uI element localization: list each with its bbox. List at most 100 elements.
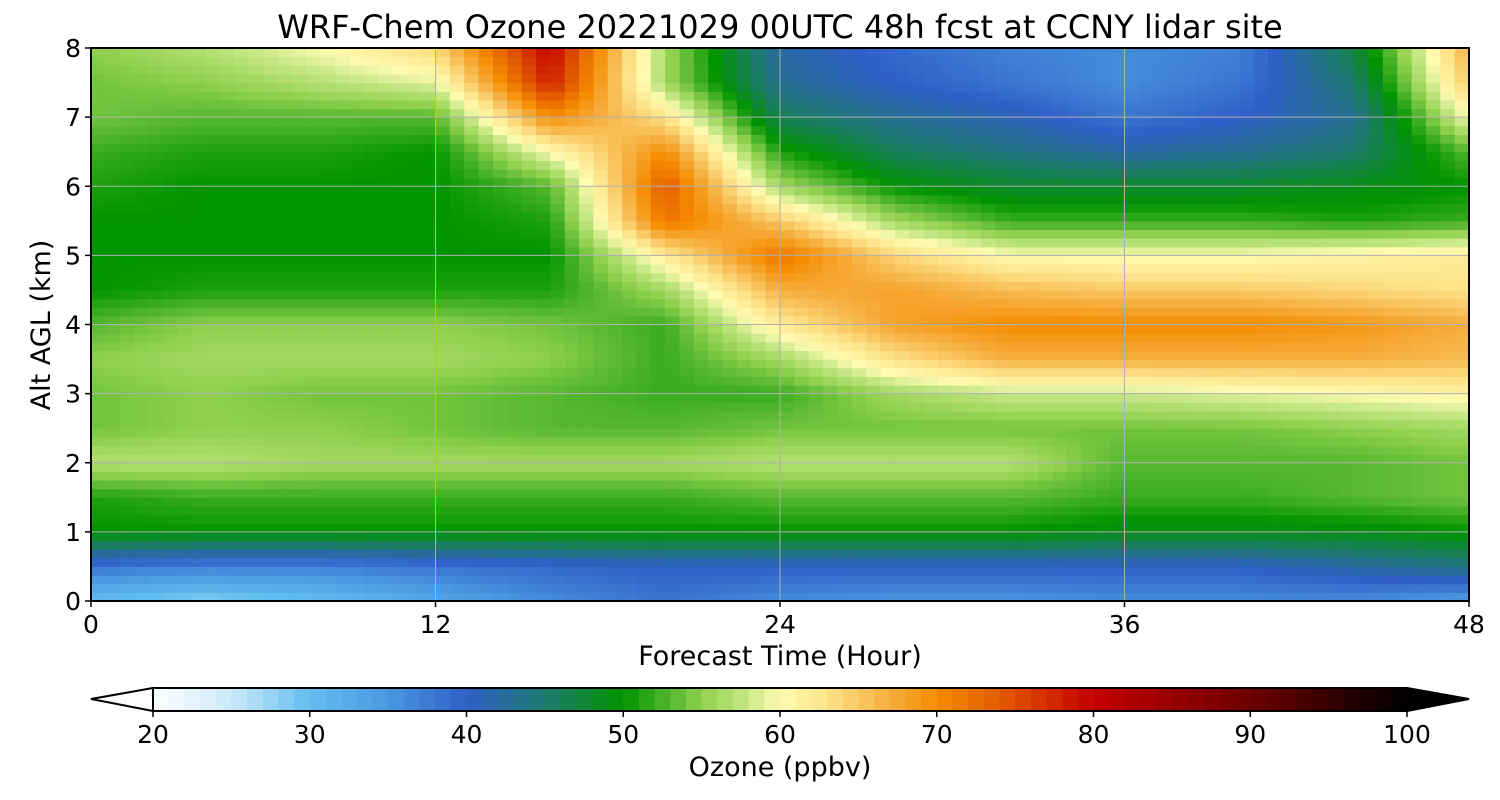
heatmap-cell bbox=[1339, 359, 1355, 369]
heatmap-cell bbox=[1081, 393, 1097, 403]
heatmap-cell bbox=[995, 151, 1011, 161]
heatmap-cell bbox=[837, 160, 853, 170]
heatmap-cell bbox=[808, 350, 824, 360]
heatmap-cell bbox=[521, 186, 537, 196]
heatmap-cell bbox=[177, 480, 193, 490]
heatmap-cell bbox=[1167, 497, 1183, 507]
heatmap-cell bbox=[406, 264, 422, 274]
heatmap-cell bbox=[248, 168, 264, 179]
heatmap-cell bbox=[1124, 419, 1140, 429]
heatmap-cell bbox=[1440, 160, 1456, 170]
heatmap-cell bbox=[1382, 229, 1398, 239]
heatmap-cell bbox=[937, 462, 953, 472]
heatmap-cell bbox=[1181, 324, 1197, 334]
heatmap-cell bbox=[607, 497, 623, 507]
heatmap-cell bbox=[306, 238, 322, 248]
heatmap-cell bbox=[579, 566, 594, 576]
heatmap-cell bbox=[148, 194, 164, 205]
heatmap-cell bbox=[349, 566, 365, 576]
heatmap-cell bbox=[1239, 151, 1255, 161]
heatmap-cell bbox=[607, 350, 623, 360]
heatmap-cell bbox=[550, 177, 566, 187]
heatmap-cell bbox=[765, 333, 781, 343]
heatmap-cell bbox=[966, 566, 982, 576]
heatmap-cell bbox=[1138, 246, 1154, 256]
heatmap-cell bbox=[866, 488, 882, 498]
heatmap-cell bbox=[1095, 393, 1111, 403]
heatmap-cell bbox=[349, 549, 365, 559]
heatmap-cell bbox=[823, 341, 839, 352]
heatmap-cell bbox=[1110, 367, 1126, 377]
heatmap-cell bbox=[1440, 540, 1456, 550]
heatmap-cell bbox=[335, 367, 350, 377]
heatmap-cell bbox=[234, 272, 250, 282]
heatmap-cell bbox=[177, 592, 193, 602]
heatmap-cell bbox=[320, 497, 336, 507]
heatmap-cell bbox=[320, 488, 336, 498]
heatmap-cell bbox=[1052, 514, 1068, 524]
heatmap-cell bbox=[894, 523, 910, 533]
heatmap-cell bbox=[579, 272, 594, 282]
heatmap-cell bbox=[1397, 307, 1413, 317]
heatmap-cell bbox=[91, 168, 106, 179]
heatmap-cell bbox=[177, 549, 193, 559]
heatmap-cell bbox=[492, 177, 508, 187]
heatmap-cell bbox=[478, 419, 494, 429]
heatmap-cell bbox=[1224, 186, 1240, 196]
heatmap-cell bbox=[306, 402, 322, 412]
heatmap-cell bbox=[277, 264, 293, 274]
heatmap-cell bbox=[1038, 393, 1054, 403]
heatmap-cell bbox=[665, 428, 681, 438]
heatmap-cell bbox=[622, 298, 638, 308]
heatmap-cell bbox=[794, 212, 810, 222]
heatmap-cell bbox=[1038, 557, 1054, 568]
heatmap-cell bbox=[837, 488, 853, 498]
heatmap-cell bbox=[449, 523, 465, 533]
heatmap-cell bbox=[220, 324, 236, 334]
heatmap-cell bbox=[277, 402, 293, 412]
heatmap-cell bbox=[1067, 367, 1083, 377]
heatmap-cell bbox=[449, 419, 465, 429]
heatmap-cell bbox=[708, 436, 724, 447]
heatmap-cell bbox=[1239, 488, 1255, 498]
heatmap-cell bbox=[1196, 220, 1212, 231]
heatmap-cell bbox=[980, 367, 996, 377]
heatmap-cell bbox=[1196, 367, 1212, 377]
heatmap-cell bbox=[335, 315, 350, 326]
heatmap-cell bbox=[1081, 557, 1097, 568]
heatmap-cell bbox=[736, 246, 752, 256]
heatmap-cell bbox=[564, 497, 580, 507]
heatmap-cell bbox=[909, 505, 925, 516]
heatmap-cell bbox=[507, 514, 523, 524]
heatmap-cell bbox=[923, 488, 939, 498]
heatmap-cell bbox=[708, 410, 724, 421]
heatmap-cell bbox=[349, 402, 365, 412]
heatmap-cell bbox=[291, 384, 307, 395]
heatmap-cell bbox=[693, 583, 709, 593]
heatmap-cell bbox=[1425, 488, 1441, 498]
heatmap-cell bbox=[1153, 575, 1169, 585]
heatmap-cell bbox=[1124, 384, 1140, 395]
heatmap-cell bbox=[1210, 454, 1226, 464]
heatmap-cell bbox=[478, 212, 494, 222]
heatmap-cell bbox=[1095, 428, 1111, 438]
heatmap-cell bbox=[980, 557, 996, 568]
heatmap-cell bbox=[880, 151, 896, 161]
heatmap-cell bbox=[866, 160, 882, 170]
heatmap-cell bbox=[593, 393, 609, 403]
heatmap-cell bbox=[665, 436, 681, 447]
heatmap-cell bbox=[1196, 575, 1212, 585]
heatmap-cell bbox=[464, 151, 480, 161]
heatmap-cell bbox=[966, 246, 982, 256]
heatmap-cell bbox=[722, 177, 738, 187]
heatmap-cell bbox=[1425, 445, 1441, 455]
heatmap-cell bbox=[765, 402, 781, 412]
heatmap-cell bbox=[1210, 160, 1226, 170]
heatmap-cell bbox=[1167, 281, 1183, 291]
heatmap-cell bbox=[995, 557, 1011, 568]
heatmap-cell bbox=[205, 505, 221, 516]
heatmap-cell bbox=[622, 592, 638, 602]
heatmap-cell bbox=[91, 583, 106, 593]
heatmap-cell bbox=[722, 445, 738, 455]
heatmap-cell bbox=[1095, 575, 1111, 585]
